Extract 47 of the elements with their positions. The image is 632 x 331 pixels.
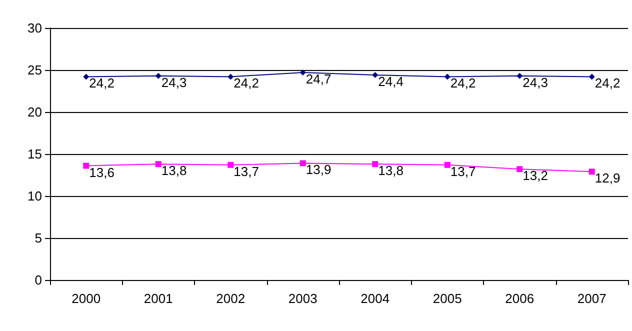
y-tick-label: 25 xyxy=(28,62,42,78)
point xyxy=(372,72,378,78)
data-label: 24,7 xyxy=(306,72,332,87)
x-tick-label: 2006 xyxy=(505,291,534,306)
data-label: 24,3 xyxy=(161,74,187,90)
point xyxy=(588,168,595,175)
y-tick-label: 5 xyxy=(34,230,42,246)
point xyxy=(444,74,450,80)
point xyxy=(444,162,450,168)
point xyxy=(155,161,162,168)
point xyxy=(228,162,234,168)
data-label: 24,2 xyxy=(450,76,476,91)
y-tick-label: 30 xyxy=(28,20,42,36)
x-tick-label: 2001 xyxy=(144,291,173,306)
point xyxy=(155,72,162,79)
data-label: 13,7 xyxy=(450,164,476,179)
data-label: 24,2 xyxy=(594,76,620,91)
x-tick-label: 2003 xyxy=(288,291,318,306)
x-tick-label: 2002 xyxy=(216,291,246,306)
x-tick-label: 2000 xyxy=(72,291,101,306)
data-label: 24,3 xyxy=(522,74,548,90)
data-label: 13,9 xyxy=(306,162,332,178)
data-label: 13,7 xyxy=(234,164,259,179)
data-label: 24,2 xyxy=(89,76,114,91)
y-tick-label: 10 xyxy=(28,188,42,204)
point xyxy=(83,74,90,80)
y-tick-label: 20 xyxy=(28,104,42,120)
data-label: 12,9 xyxy=(594,170,620,186)
y-tick-label: 0 xyxy=(34,272,42,288)
x-tick-label: 2005 xyxy=(432,291,462,306)
data-label: 13,6 xyxy=(89,164,114,180)
data-label: 13,2 xyxy=(522,168,548,184)
x-tick-label: 2004 xyxy=(360,291,390,306)
x-tick-label: 2007 xyxy=(577,291,606,306)
point xyxy=(83,162,90,169)
data-label: 13,8 xyxy=(161,163,187,178)
point xyxy=(588,74,595,80)
data-label: 24,2 xyxy=(234,76,259,91)
data-label: 24,4 xyxy=(378,74,404,90)
point xyxy=(372,161,378,168)
point xyxy=(228,74,234,80)
point xyxy=(516,72,523,79)
y-tick-label: 15 xyxy=(28,146,42,162)
data-label: 13,8 xyxy=(378,163,404,178)
point xyxy=(300,160,306,166)
point xyxy=(516,166,523,172)
point xyxy=(300,70,306,76)
